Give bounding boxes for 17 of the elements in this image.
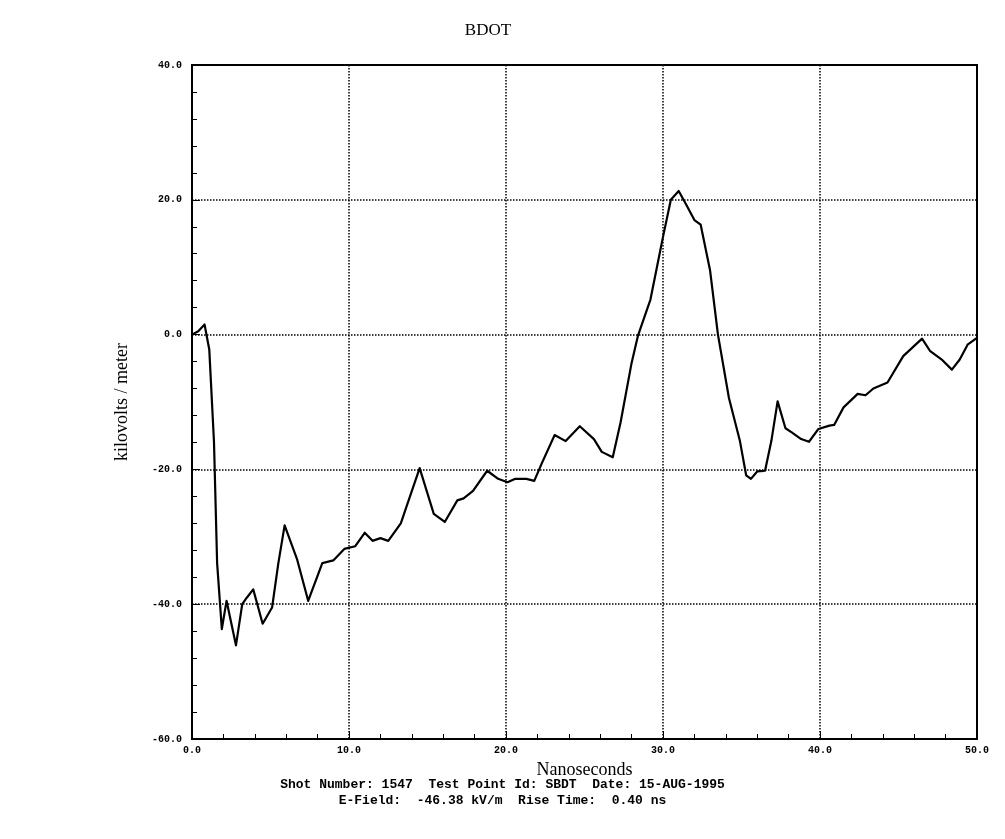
x-tick-label: 30.0: [650, 744, 676, 756]
x-tick-label: 10.0: [336, 744, 362, 756]
y-tick-label: 0.0: [163, 329, 182, 341]
x-axis-title: Nanoseconds: [536, 758, 633, 779]
y-tick-label: -20.0: [151, 463, 182, 475]
text: E-Field: -46.38 kV/m Rise Time: 0.40 ns: [338, 793, 667, 808]
x-tick-label: 40.0: [807, 744, 833, 756]
chart-title: BDOT: [464, 20, 512, 39]
y-axis-title: kilovolts / meter: [111, 343, 131, 461]
y-tick-label: 40.0: [157, 59, 182, 71]
y-tick-label: -60.0: [151, 733, 182, 745]
y-tick-label: 20.0: [157, 194, 182, 206]
x-tick-label: 20.0: [493, 744, 519, 756]
y-tick-label: -40.0: [151, 598, 182, 610]
x-tick-label: 50.0: [964, 744, 990, 756]
text: Shot Number: 1547 Test Point Id: SBDT Date: 15-AUG-1995: [280, 777, 726, 792]
x-tick-label: 0.0: [182, 744, 202, 756]
